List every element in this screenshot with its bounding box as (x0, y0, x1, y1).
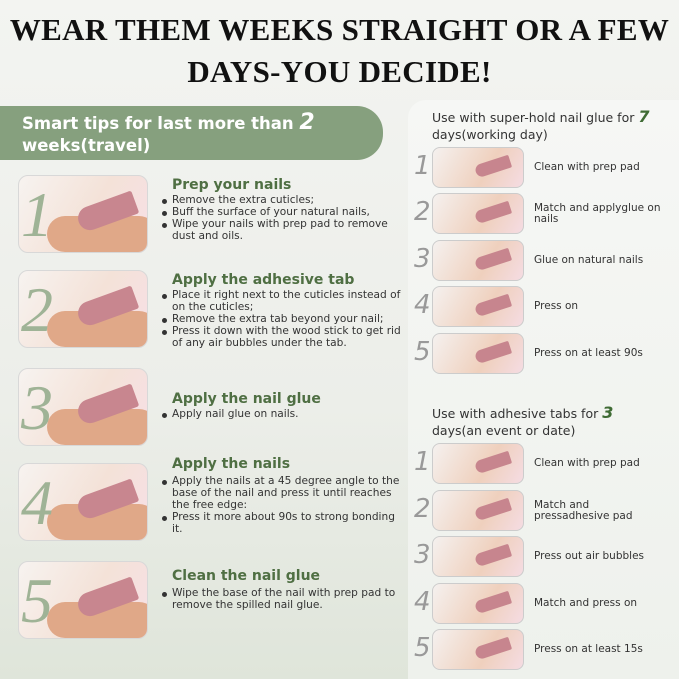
step-image (432, 536, 524, 577)
glue-section-step-1: 1 Clean with prep pad (412, 147, 672, 189)
step-text: Glue on natural nails (534, 254, 644, 266)
title-line-1: WEAR THEM WEEKS STRAIGHT OR A FEW (9, 12, 670, 47)
step-number: 3 (414, 540, 431, 570)
step-number: 1 (21, 179, 53, 250)
nail-illustration (473, 247, 513, 272)
tips-banner: Smart tips for last more than 2 weeks(tra… (0, 106, 383, 160)
step-number: 5 (414, 633, 431, 663)
step-image (432, 286, 524, 327)
nail-illustration (473, 497, 513, 522)
step-heading: Apply the nail glue (172, 391, 321, 407)
tabs-heading-text: Use with adhesive tabs for (432, 406, 603, 421)
step-image (432, 443, 524, 484)
tabs-section-step-3: 3 Press out air bubbles (412, 536, 672, 578)
step-text: Press on at least 15s (534, 643, 643, 655)
step-image (432, 147, 524, 188)
step-number: 1 (414, 151, 431, 181)
step-number: 4 (414, 587, 431, 617)
step-heading: Prep your nails (172, 177, 292, 193)
step-image (432, 583, 524, 624)
nail-illustration (473, 200, 513, 225)
step-image (432, 193, 524, 234)
step-text: Press out air bubbles (534, 550, 645, 562)
step-number: 2 (21, 274, 53, 345)
nail-illustration (473, 154, 513, 179)
step-heading: Apply the nails (172, 456, 291, 472)
step-bullet: Wipe the base of the nail with prep pad … (162, 587, 407, 611)
step-bullet: Remove the extra tab beyond your nail; (162, 313, 407, 325)
glue-heading-text: Use with super-hold nail glue for (432, 110, 639, 125)
step-number: 2 (414, 494, 431, 524)
step-text: Press on at least 90s (534, 347, 643, 359)
step-bullet: Apply nail glue on nails. (162, 408, 407, 420)
banner-text: Smart tips for last more than (22, 114, 300, 133)
nail-illustration (473, 293, 513, 318)
tabs-section-step-1: 1 Clean with prep pad (412, 443, 672, 485)
step-heading: Apply the adhesive tab (172, 272, 355, 288)
tabs-section-heading: Use with adhesive tabs for 3 days(an even… (432, 404, 672, 439)
step-image: 4 (18, 463, 148, 541)
step-bullets: Apply nail glue on nails. (162, 408, 407, 420)
nail-illustration (473, 590, 513, 615)
step-text: Press on (534, 300, 579, 312)
step-number: 3 (21, 372, 53, 443)
step-image: 1 (18, 175, 148, 253)
glue-section-step-3: 3 Glue on natural nails (412, 240, 672, 282)
glue-heading-text-2: days(working day) (432, 127, 548, 142)
nail-illustration (473, 636, 513, 661)
tabs-days-number: 3 (602, 403, 614, 422)
nail-illustration (473, 543, 513, 568)
glue-section-heading: Use with super-hold nail glue for 7 days(… (432, 108, 672, 143)
banner-number: 2 (299, 110, 315, 135)
step-text: Match and applyglue on nails (534, 201, 661, 225)
step-bullet: Remove the extra cuticles; (162, 194, 407, 206)
nail-illustration (473, 340, 513, 365)
step-text: Match and press on (534, 597, 638, 609)
step-image: 3 (18, 368, 148, 446)
tabs-heading-text-2: days(an event or date) (432, 423, 576, 438)
step-bullet: Wipe your nails with prep pad to remove … (162, 218, 407, 242)
tabs-section-step-2: 2 Match and pressadhesive pad (412, 490, 672, 532)
step-image (432, 629, 524, 670)
nail-illustration (473, 450, 513, 475)
step-image: 2 (18, 270, 148, 348)
step-number: 5 (21, 565, 53, 636)
step-bullet: Press it more about 90s to strong bondin… (162, 511, 407, 535)
step-number: 2 (414, 197, 431, 227)
step-bullet: Place it right next to the cuticles inst… (162, 289, 407, 313)
step-image: 5 (18, 561, 148, 639)
banner-text-2: weeks(travel) (22, 136, 151, 155)
step-image (432, 490, 524, 531)
step-image (432, 333, 524, 374)
step-number: 3 (414, 244, 431, 274)
step-bullets: Apply the nails at a 45 degree angle to … (162, 475, 407, 535)
step-bullets: Wipe the base of the nail with prep pad … (162, 587, 407, 611)
step-heading: Clean the nail glue (172, 568, 321, 584)
tabs-section-step-5: 5 Press on at least 15s (412, 629, 672, 671)
step-text: Clean with prep pad (534, 161, 640, 173)
step-text: Clean with prep pad (534, 457, 640, 469)
title-line-2: DAYS-YOU DECIDE! (187, 54, 492, 89)
step-number: 4 (21, 467, 53, 538)
step-number: 1 (414, 447, 431, 477)
glue-section-step-2: 2 Match and applyglue on nails (412, 193, 672, 235)
tabs-section-step-4: 4 Match and press on (412, 583, 672, 625)
glue-section-step-4: 4 Press on (412, 286, 672, 328)
step-image (432, 240, 524, 281)
step-number: 5 (414, 337, 431, 367)
step-number: 4 (414, 290, 431, 320)
step-bullet: Apply the nails at a 45 degree angle to … (162, 475, 407, 511)
step-bullet: Press it down with the wood stick to get… (162, 325, 407, 349)
step-text: Match and pressadhesive pad (534, 498, 633, 522)
step-bullet: Buff the surface of your natural nails, (162, 206, 407, 218)
glue-days-number: 7 (638, 107, 650, 126)
step-bullets: Place it right next to the cuticles inst… (162, 289, 407, 349)
glue-section-step-5: 5 Press on at least 90s (412, 333, 672, 375)
step-bullets: Remove the extra cuticles; Buff the surfa… (162, 194, 407, 242)
